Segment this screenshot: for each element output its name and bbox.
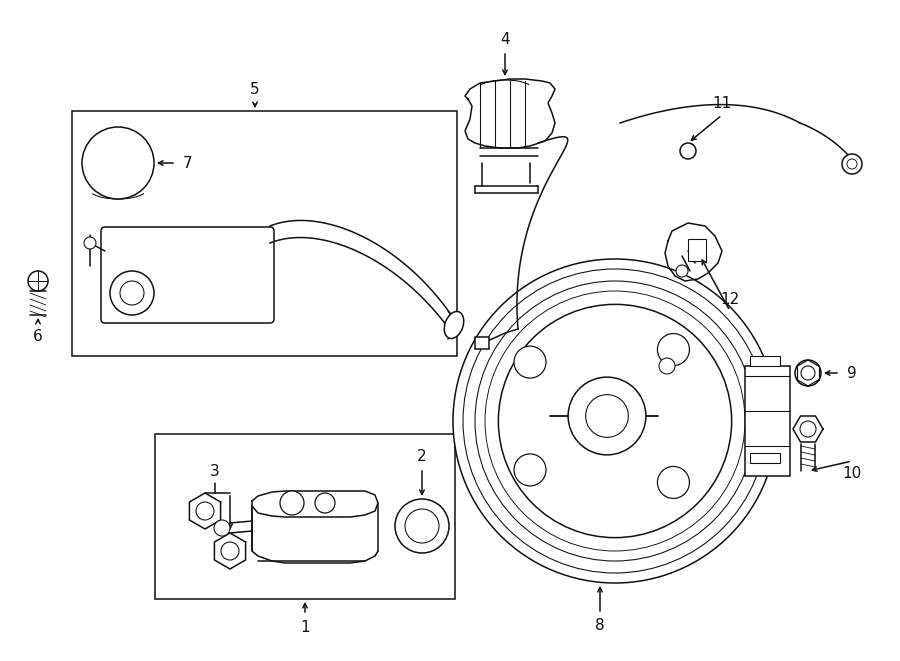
Circle shape: [453, 259, 777, 583]
Circle shape: [657, 467, 689, 498]
Circle shape: [801, 366, 815, 380]
FancyBboxPatch shape: [101, 227, 274, 323]
Text: 11: 11: [713, 95, 732, 110]
Circle shape: [280, 491, 304, 515]
Text: 2: 2: [418, 449, 427, 463]
Circle shape: [110, 271, 154, 315]
Circle shape: [395, 499, 449, 553]
Circle shape: [568, 377, 646, 455]
Circle shape: [842, 154, 862, 174]
Text: 3: 3: [210, 463, 220, 479]
Circle shape: [680, 143, 696, 159]
Text: 5: 5: [250, 81, 260, 97]
Bar: [750, 453, 780, 463]
Text: 12: 12: [720, 292, 740, 307]
Circle shape: [475, 281, 755, 561]
Text: 4: 4: [500, 32, 509, 46]
Circle shape: [196, 502, 214, 520]
Circle shape: [221, 542, 239, 560]
Circle shape: [659, 358, 675, 374]
Ellipse shape: [445, 311, 464, 338]
Circle shape: [586, 395, 628, 438]
Circle shape: [657, 334, 689, 366]
Bar: [750, 356, 780, 366]
Circle shape: [405, 509, 439, 543]
Text: 8: 8: [595, 619, 605, 633]
Circle shape: [800, 421, 816, 437]
Circle shape: [463, 269, 767, 573]
Circle shape: [214, 520, 230, 536]
Circle shape: [28, 271, 48, 291]
Circle shape: [514, 346, 546, 378]
Circle shape: [120, 281, 144, 305]
Bar: [475, 337, 489, 349]
Text: 10: 10: [842, 465, 861, 481]
Text: 7: 7: [184, 155, 193, 171]
Circle shape: [795, 360, 821, 386]
Circle shape: [485, 291, 745, 551]
Circle shape: [847, 159, 857, 169]
Circle shape: [499, 304, 732, 537]
Circle shape: [82, 127, 154, 199]
Circle shape: [676, 265, 688, 277]
Text: 1: 1: [301, 619, 310, 635]
Text: 9: 9: [847, 366, 857, 381]
Bar: [745, 366, 790, 476]
Bar: [155, 434, 455, 599]
Bar: [688, 239, 706, 261]
Circle shape: [315, 493, 335, 513]
Text: 6: 6: [33, 329, 43, 344]
Bar: [72, 111, 457, 356]
Circle shape: [514, 454, 546, 486]
Circle shape: [84, 237, 96, 249]
